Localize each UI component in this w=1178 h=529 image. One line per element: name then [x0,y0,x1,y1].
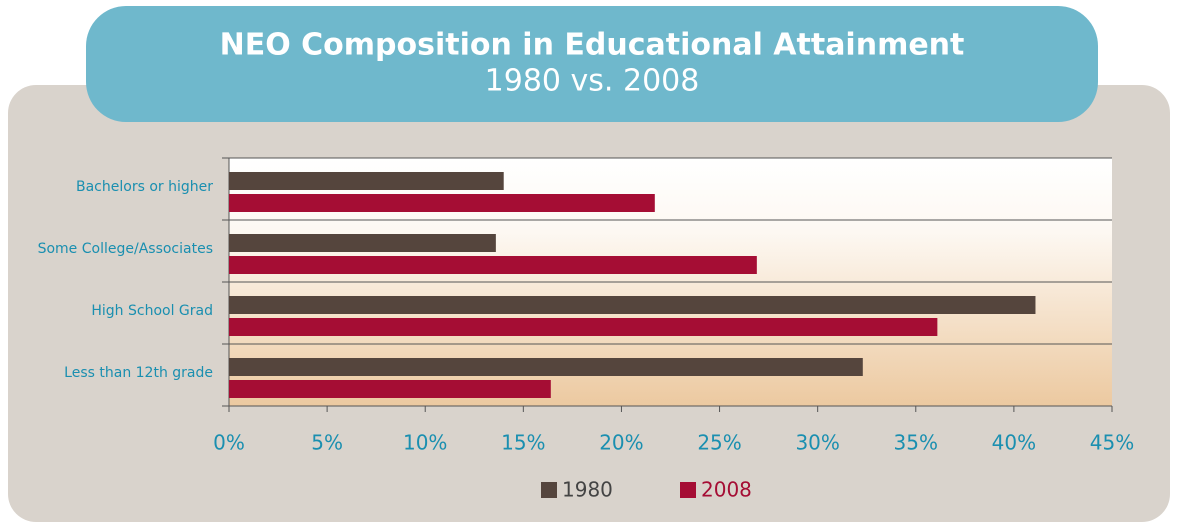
y-tick-label: Some College/Associates [38,241,213,257]
x-tick-label: 45% [1090,431,1134,455]
x-tick-label: 40% [992,431,1036,455]
y-tick-label: Less than 12th grade [64,365,213,381]
x-tick-label: 20% [599,431,643,455]
bar [229,234,496,252]
legend-swatch [541,482,557,498]
bar [229,296,1036,314]
x-tick-label: 5% [311,431,343,455]
x-tick-label: 0% [213,431,245,455]
x-tick-label: 25% [697,431,741,455]
x-tick-label: 35% [894,431,938,455]
bar [229,358,863,376]
title-banner [86,6,1098,122]
x-tick-label: 10% [403,431,447,455]
bar [229,318,938,336]
legend-swatch [680,482,696,498]
bar [229,172,504,190]
chart-title: NEO Composition in Educational Attainmen… [220,28,965,63]
legend-label: 1980 [562,478,613,502]
bar [229,380,551,398]
bar [229,194,655,212]
y-tick-label: High School Grad [91,303,213,319]
x-tick-label: 15% [501,431,545,455]
x-tick-label: 30% [795,431,839,455]
legend-label: 2008 [701,478,752,502]
chart-subtitle: 1980 vs. 2008 [485,64,700,99]
bar [229,256,757,274]
y-tick-label: Bachelors or higher [76,179,213,195]
